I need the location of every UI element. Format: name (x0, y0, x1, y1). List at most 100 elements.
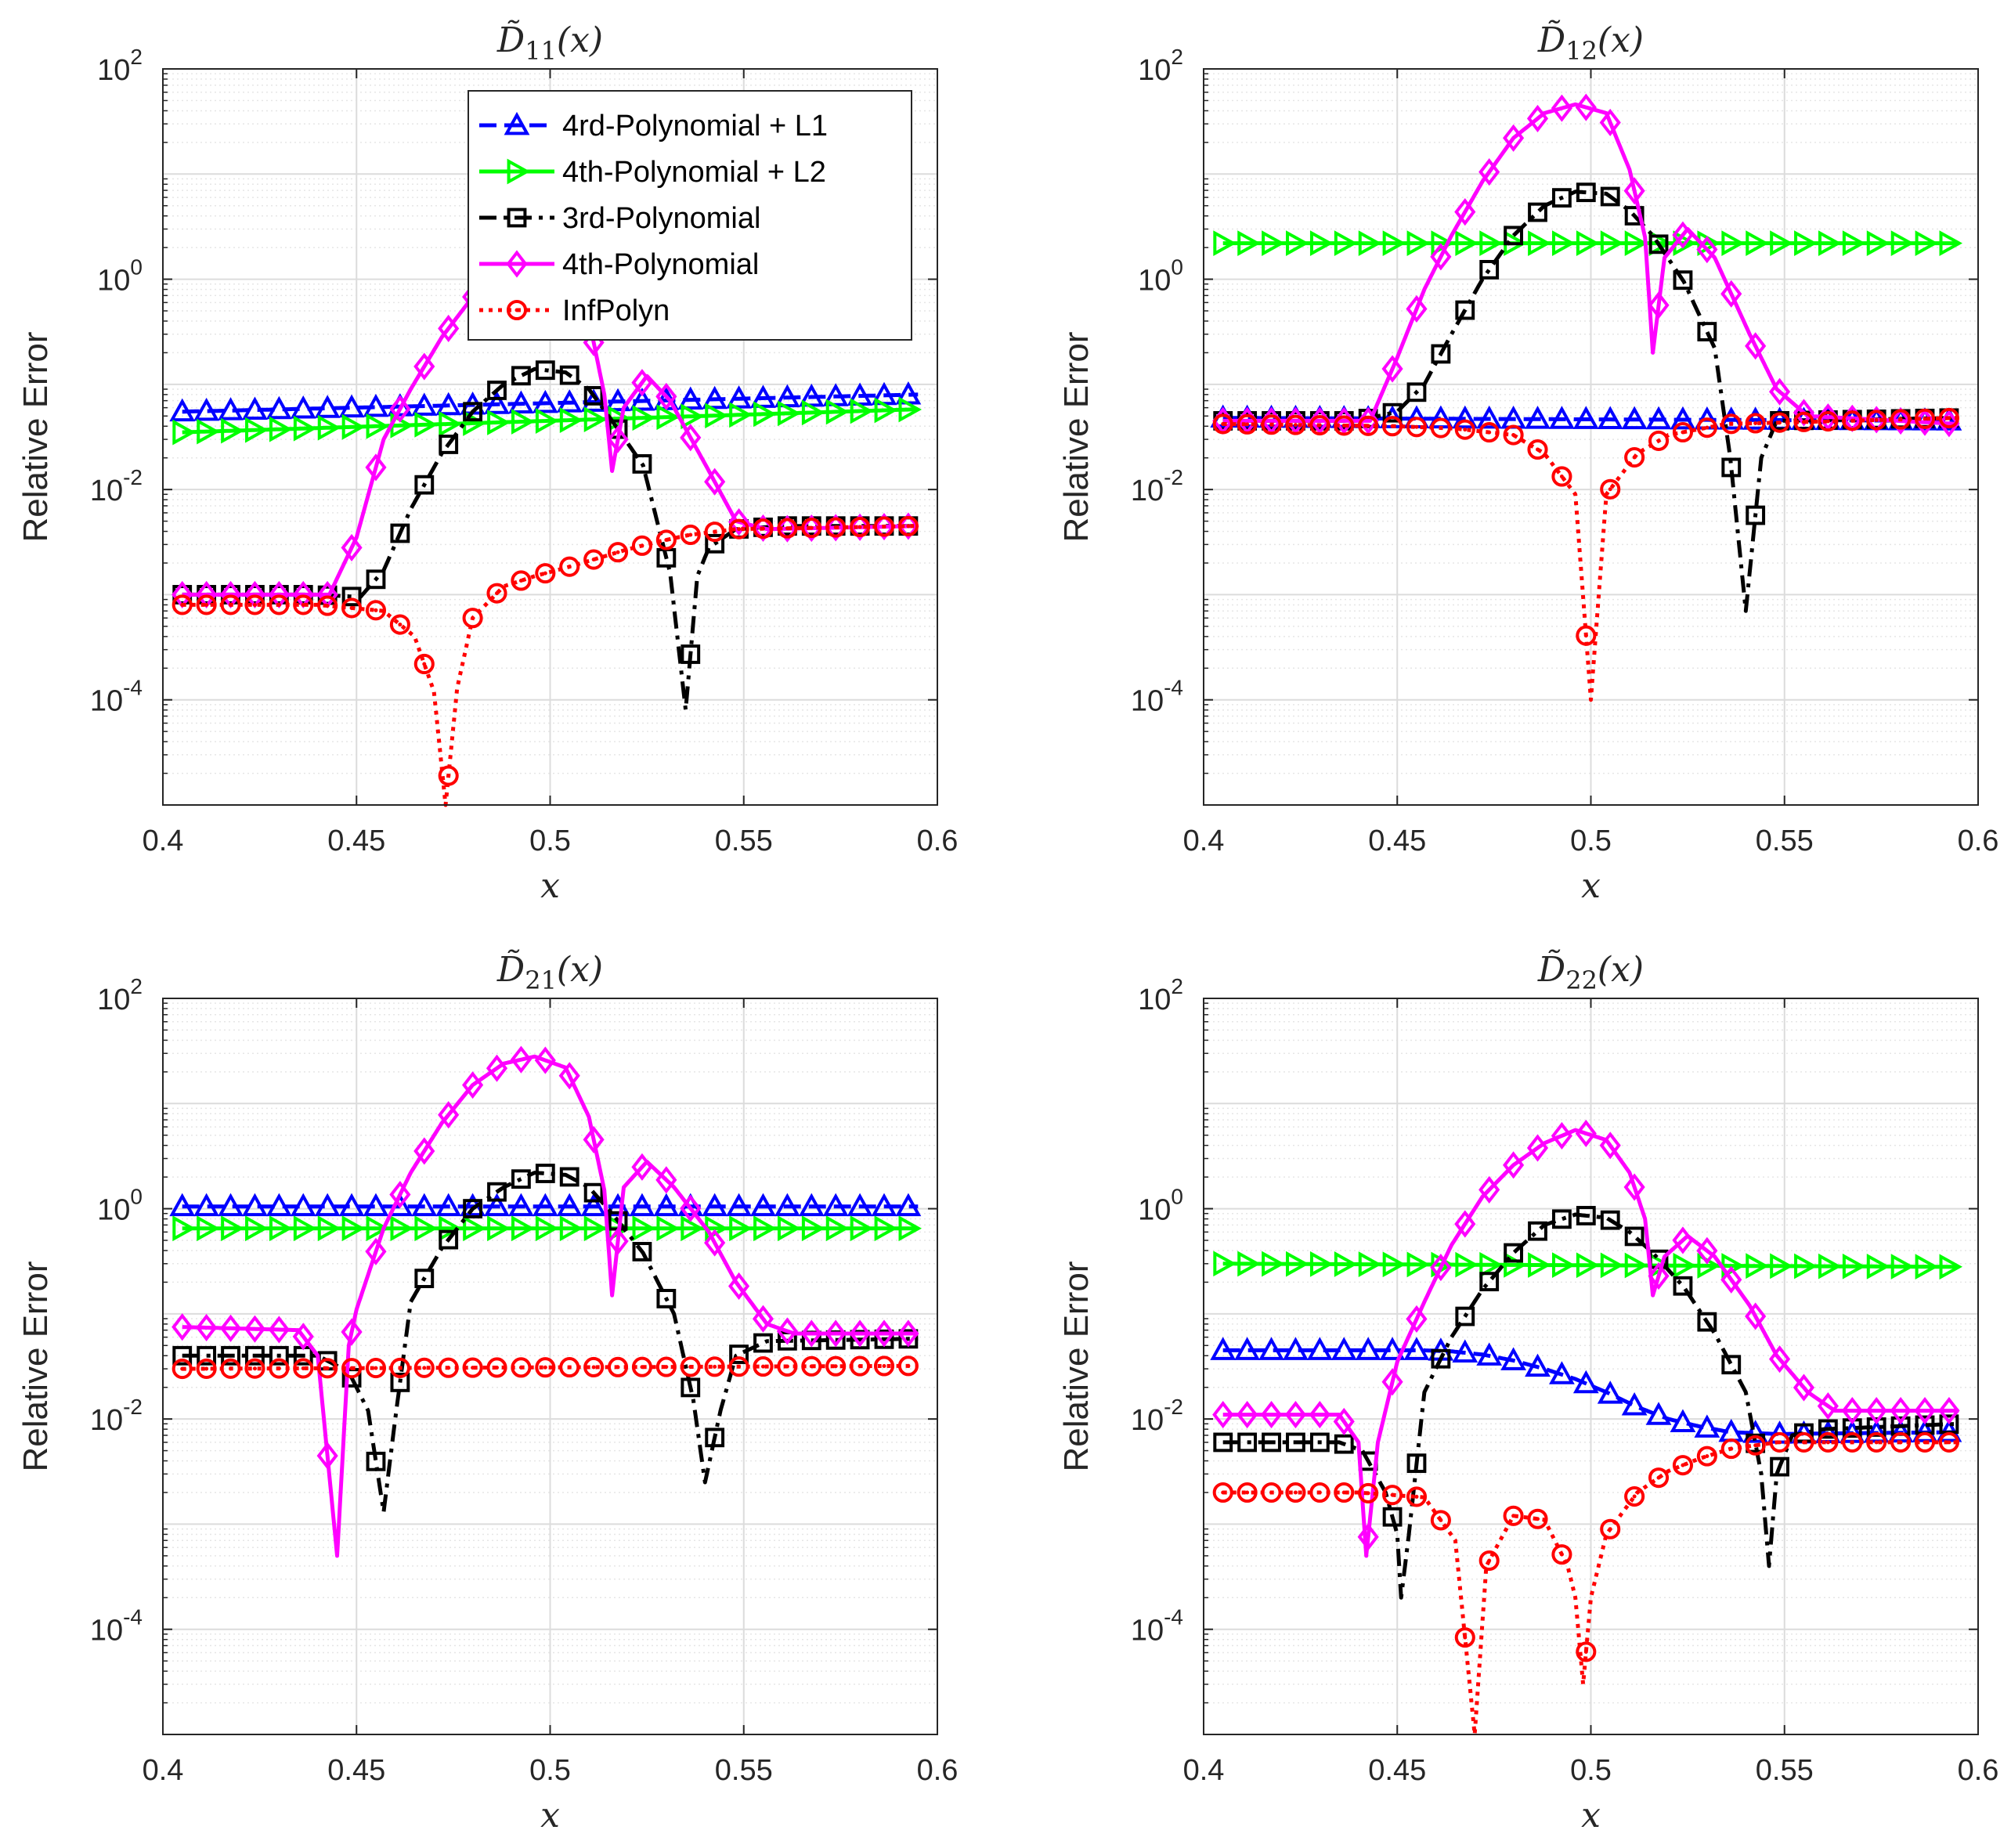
data-point (535, 360, 555, 381)
y-tick-label: 10-2 (90, 1395, 143, 1437)
data-point (1525, 1353, 1551, 1377)
data-point (269, 1215, 293, 1242)
data-point (1938, 1431, 1959, 1453)
data-point (1623, 1173, 1645, 1201)
data-point (1258, 1337, 1284, 1360)
data-point-center (229, 602, 233, 607)
data-point (390, 1372, 410, 1392)
data-point (1527, 439, 1548, 460)
data-point-center (713, 1364, 717, 1369)
data-point (1333, 1407, 1355, 1435)
data-point (197, 418, 220, 445)
data-point (704, 1229, 726, 1257)
data-point (1672, 1455, 1693, 1476)
data-point (1818, 410, 1839, 432)
data-point (1745, 332, 1767, 360)
y-tick-label: 10-2 (1131, 1395, 1183, 1437)
data-point (1283, 1337, 1309, 1360)
data-point-center (737, 527, 742, 532)
data-point (269, 1358, 290, 1379)
data-point (1866, 230, 1890, 256)
series-4 (171, 515, 919, 807)
data-point (1890, 409, 1912, 430)
series-1 (172, 1215, 922, 1242)
data-point-center (1729, 421, 1734, 426)
data-point (487, 410, 511, 435)
data-point-center (1778, 420, 1782, 425)
data-point (704, 522, 725, 543)
data-point (728, 518, 749, 540)
data-point (1745, 413, 1766, 434)
data-point-center (1366, 1491, 1370, 1496)
data-point (750, 1193, 776, 1217)
legend-entry: 4th-Polynomial (479, 248, 759, 281)
data-point-center (1923, 417, 1927, 421)
data-point (413, 653, 435, 675)
data-point (825, 514, 847, 542)
data-point-center (1681, 1463, 1685, 1467)
data-point (269, 1345, 289, 1366)
data-point (580, 1193, 607, 1217)
data-point (1504, 1243, 1523, 1263)
data-point-center (640, 543, 644, 548)
data-point-center (1801, 1440, 1806, 1445)
series-3 (1212, 1119, 1960, 1558)
data-point-center (1850, 418, 1854, 423)
legend-entry: 3rd-Polynomial (479, 202, 760, 235)
data-point (753, 1356, 774, 1377)
data-point-center (1463, 428, 1468, 432)
data-point (171, 1359, 193, 1380)
data-point (1526, 1134, 1549, 1162)
data-point (338, 1193, 365, 1217)
data-point (681, 1215, 704, 1242)
data-point (1914, 408, 1936, 429)
x-tick-label: 0.45 (327, 825, 385, 857)
data-point (1504, 226, 1523, 246)
data-point (1793, 1431, 1814, 1453)
legend: 4rd-Polynomial + L1 4th-Polynomial + L2 3r… (468, 90, 912, 341)
data-point (607, 1227, 629, 1255)
data-point (1768, 1345, 1791, 1373)
data-point (1382, 1251, 1406, 1278)
series-line (1222, 189, 1959, 613)
data-point (269, 416, 293, 442)
data-point (1670, 1409, 1696, 1432)
data-point (1478, 158, 1500, 186)
data-point (801, 1355, 822, 1377)
data-point (1697, 322, 1717, 341)
data-point (1745, 1435, 1766, 1456)
data-point (777, 1355, 798, 1377)
data-point (219, 1314, 242, 1342)
data-point (197, 1215, 220, 1242)
data-point (752, 1305, 774, 1333)
data-point (1597, 1381, 1623, 1404)
series-line (1222, 416, 1959, 702)
data-point (317, 595, 338, 616)
data-point (1334, 1482, 1355, 1503)
data-point (629, 387, 655, 411)
data-point (1890, 406, 1912, 435)
data-point (462, 1357, 483, 1378)
data-point-center (857, 525, 862, 529)
data-point (293, 1358, 314, 1379)
data-point (534, 1046, 556, 1074)
data-point (435, 1193, 462, 1217)
data-point-center (495, 591, 500, 596)
series-line (182, 524, 919, 807)
data-point (1742, 406, 1769, 430)
data-point (341, 533, 363, 561)
data-point (463, 1215, 486, 1242)
data-point-center (446, 774, 451, 778)
data-point (1234, 1337, 1261, 1360)
data-point (220, 1358, 241, 1379)
data-point (1406, 294, 1428, 323)
data-point (245, 417, 269, 443)
data-point (680, 524, 701, 546)
data-point (439, 435, 459, 454)
data-point (655, 529, 677, 550)
data-point (1672, 1226, 1694, 1254)
data-point (1694, 1414, 1720, 1438)
data-point (487, 381, 507, 400)
data-point-center (1293, 423, 1298, 428)
data-point (414, 411, 438, 438)
